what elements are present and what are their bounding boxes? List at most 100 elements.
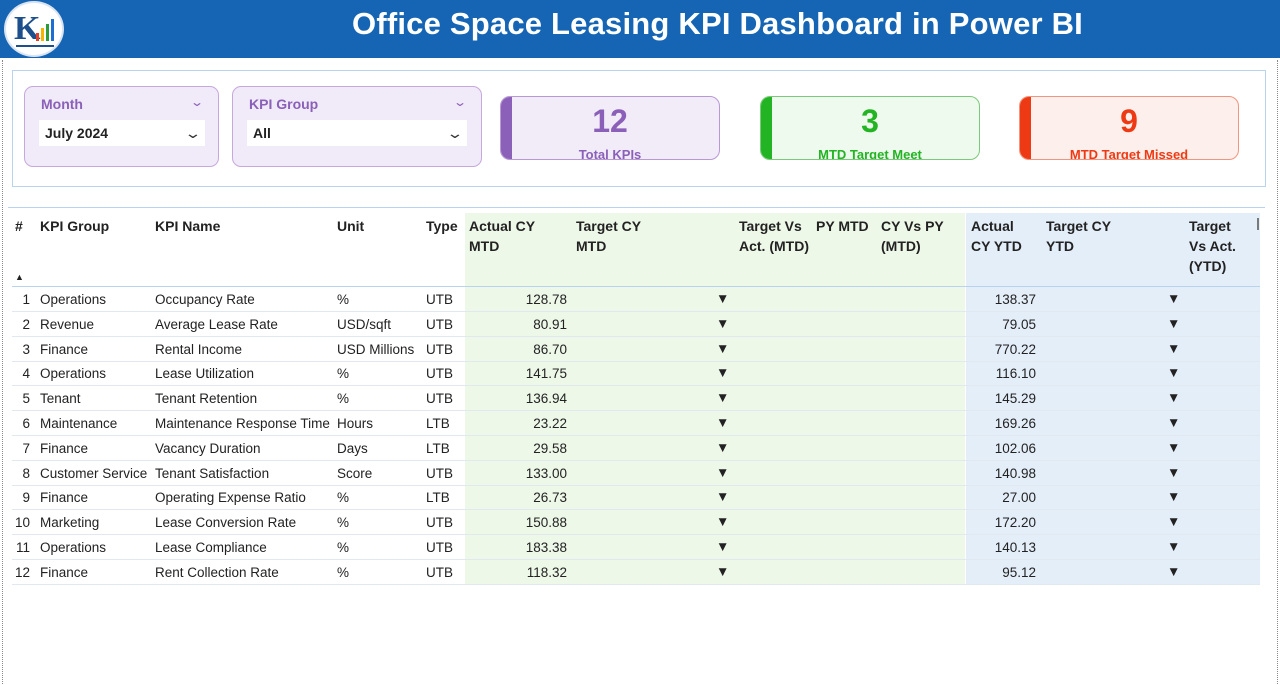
red-down-triangle-icon: ▼ (1167, 563, 1181, 579)
actual-cy-ytd-cell: 145.29 (994, 391, 1036, 407)
row-divider (12, 435, 1260, 436)
actual-cy-mtd-cell: 150.88 (525, 515, 567, 531)
actual-cy-mtd-cell: 26.73 (533, 490, 567, 506)
type-cell: UTB (426, 540, 453, 555)
table-row[interactable]: 2 Revenue Average Lease Rate USD/sqft UTB 80.… (0, 313, 1260, 337)
row-index: 8 (22, 465, 30, 481)
table-row[interactable]: 9 Finance Operating Expense Ratio% LTB 26.73… (0, 486, 1260, 511)
actual-cy-ytd-cell: 95.12 (1002, 564, 1036, 580)
col-header-actual-cy-ytd[interactable]: Actual CY YTD (971, 218, 1022, 254)
table-row[interactable]: 6 Maintenance Maintenance Response Time Hou… (0, 412, 1260, 436)
actual-cy-mtd-cell: 80.91 (533, 316, 567, 332)
col-header-actual-cy-mtd[interactable]: Actual CY MTD (469, 218, 535, 254)
actual-cy-mtd-cell: 118.32 (526, 564, 567, 580)
col-header-target-vs-act-ytd[interactable]: Target Vs Act. (YTD) (1189, 218, 1236, 274)
sort-ascending-icon[interactable]: ▲ (15, 272, 24, 282)
mtd-column-band (465, 213, 965, 584)
col-header-type[interactable]: Type (426, 218, 458, 234)
table-row[interactable]: 1 Operations Occupancy Rate% UTB 128.78 138.3… (0, 288, 1260, 312)
kpi-group-cell: Marketing (40, 515, 100, 531)
chevron-down-icon[interactable]: ⌄ (189, 95, 205, 109)
actual-cy-ytd-cell: 138.37 (994, 292, 1036, 307)
col-header-py-mtd[interactable]: PY MTD (816, 218, 869, 234)
actual-cy-ytd-cell: 79.05 (1002, 316, 1036, 332)
actual-cy-mtd-cell: 141.75 (525, 366, 567, 382)
table-row[interactable]: 4 Operations Lease Utilization% UTB 141.75 11… (0, 362, 1260, 387)
kpi-name-cell: Average Lease Rate (155, 316, 278, 332)
total-kpis-card: 12 Total KPIs (500, 96, 720, 160)
card-accent (1020, 97, 1031, 159)
kpi-name-cell: Rental Income (155, 341, 243, 357)
unit-cell: % (337, 490, 350, 506)
actual-cy-mtd-cell: 133.00 (525, 465, 567, 481)
kpi-group-cell: Operations (40, 292, 107, 307)
type-cell: LTB (426, 416, 450, 431)
chevron-down-icon[interactable]: ⌄ (452, 95, 468, 109)
kpi-name-cell: Maintenance Response Time (155, 416, 330, 431)
red-down-triangle-icon: ▼ (1167, 390, 1181, 406)
card-accent (761, 97, 772, 159)
kpi-group-value: All (253, 125, 271, 141)
actual-cy-mtd-cell: 86.70 (533, 341, 567, 357)
red-down-triangle-icon: ▼ (716, 291, 730, 306)
row-divider (12, 509, 1260, 511)
mtd-target-meet-card: 3 MTD Target Meet (760, 96, 980, 160)
kpi-name-cell: Tenant Satisfaction (155, 465, 270, 481)
table-row[interactable]: 11 Operations Lease Compliance% UTB 183.38 14… (0, 536, 1260, 560)
mtd-target-meet-value: 3 (861, 103, 879, 139)
table-row[interactable]: 12 Finance Rent Collection Rate% UTB 118.32 9… (0, 561, 1260, 585)
unit-cell: % (337, 292, 350, 307)
actual-cy-ytd-cell: 116.10 (995, 366, 1036, 382)
table-row[interactable]: 5 Tenant Tenant Retention% UTB 136.94 145.29 ▼… (0, 387, 1260, 412)
actual-cy-mtd-cell: 183.38 (525, 540, 567, 555)
col-header-cy-vs-py-mtd[interactable]: CY Vs PY (MTD) (881, 218, 944, 254)
kpi-group-cell: Tenant (40, 391, 81, 407)
kpi-group-cell: Finance (40, 341, 89, 357)
type-cell: LTB (426, 490, 450, 506)
month-slicer[interactable]: Month ⌄ July 2024 ⌄ (24, 86, 219, 167)
kpi-name-cell: Rent Collection Rate (155, 564, 279, 580)
col-header-index[interactable]: # (15, 218, 23, 234)
col-header-unit[interactable]: Unit (337, 218, 365, 234)
month-slicer-label: Month (41, 96, 83, 112)
row-divider (12, 484, 1260, 486)
col-header-kpi-name[interactable]: KPI Name (155, 218, 221, 234)
green-down-triangle-icon: ▼ (716, 489, 730, 505)
kpi-group-cell: Operations (40, 540, 107, 555)
row-index: 11 (15, 540, 30, 555)
chevron-down-icon[interactable]: ⌄ (446, 125, 464, 141)
table-row[interactable]: 10 Marketing Lease Conversion Rate% UTB 150.… (0, 511, 1260, 536)
total-kpis-label: Total KPIs (578, 147, 642, 160)
red-down-triangle-icon: ▼ (1167, 315, 1181, 331)
table-row[interactable]: 8 Customer Service Tenant Satisfaction Scor… (0, 462, 1260, 486)
col-header-kpi-group[interactable]: KPI Group (40, 218, 110, 234)
kpi-name-cell: Operating Expense Ratio (155, 490, 306, 506)
table-row[interactable]: 7 Finance Vacancy Duration Days LTB 29.58 102.… (0, 437, 1260, 461)
row-divider (12, 360, 1260, 362)
actual-cy-mtd-cell: 23.22 (533, 416, 567, 431)
red-down-triangle-icon: ▼ (716, 514, 730, 530)
kpi-name-cell: Vacancy Duration (155, 440, 261, 456)
col-header-target-cy-ytd[interactable]: Target CY YTD (1046, 218, 1111, 254)
header-divider (12, 286, 1260, 287)
column-overflow-indicator[interactable] (1257, 218, 1259, 230)
kpi-table (8, 207, 1265, 685)
page-title: Office Space Leasing KPI Dashboard in Po… (352, 6, 1083, 41)
row-index: 6 (22, 416, 30, 431)
table-row[interactable]: 3 Finance Rental Income USD Millions UTB 86.7… (0, 338, 1260, 362)
row-index: 10 (14, 515, 30, 531)
actual-cy-ytd-cell: 770.22 (994, 341, 1036, 357)
type-cell: UTB (426, 515, 453, 531)
row-divider (12, 534, 1260, 536)
unit-cell: % (337, 366, 350, 382)
col-header-target-vs-act-mtd[interactable]: Target Vs Act. (MTD) (739, 218, 809, 254)
chevron-down-icon[interactable]: ⌄ (184, 125, 202, 141)
kpi-group-cell: Finance (40, 564, 89, 580)
red-down-triangle-icon: ▼ (716, 340, 730, 356)
row-index: 9 (22, 490, 30, 506)
kpi-group-slicer[interactable]: KPI Group ⌄ All ⌄ (232, 86, 482, 167)
col-header-target-cy-mtd[interactable]: Target CY MTD (576, 218, 641, 254)
kpi-group-dropdown[interactable]: All ⌄ (247, 120, 467, 146)
month-dropdown[interactable]: July 2024 ⌄ (39, 120, 205, 146)
row-index: 4 (22, 366, 30, 382)
